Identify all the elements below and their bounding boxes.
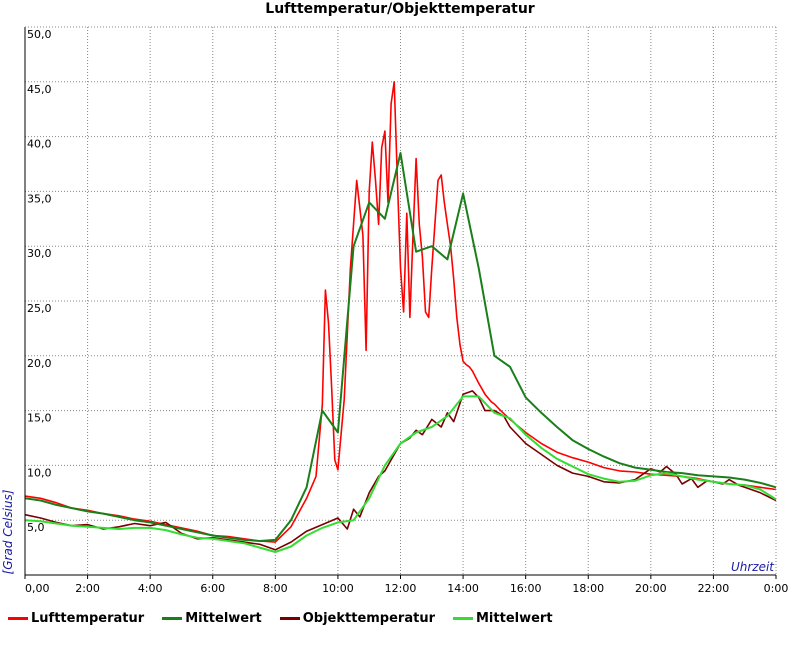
x-tick-label: 8:00 [263,582,288,595]
legend-swatch [8,616,28,620]
legend-swatch [453,616,473,620]
x-tick-label: 0:00 [764,582,789,595]
x-tick-label: 16:00 [510,582,542,595]
y-tick-label: 20,0 [27,357,52,370]
y-tick-label: 5,0 [27,521,45,534]
x-tick-label: 20:00 [635,582,667,595]
y-tick-label: 30,0 [27,247,52,260]
x-tick-label: 2:00 [75,582,100,595]
y-tick-label: 25,0 [27,302,52,315]
series-line-1 [24,152,777,542]
x-tick-label: 22:00 [698,582,730,595]
legend-item: Mittelwert [453,611,553,626]
y-tick-label: 10,0 [27,466,52,479]
legend-swatch [162,616,183,620]
legend: Lufttemperatur Mittelwert Objekttemperatur… [8,608,571,628]
x-tick-label: 0,00 [25,582,50,595]
x-axis-title: Uhrzeit [731,560,775,574]
chart-title: Lufttemperatur/Objekttemperatur [265,1,535,17]
legend-swatch [279,616,300,620]
x-tick-label: 4:00 [138,582,163,595]
y-tick-label: 40,0 [27,138,52,151]
y-axis-title: [Grad Celsius] [1,489,15,574]
legend-label: Objekttemperatur [302,610,435,626]
x-tick-label: 10:00 [322,582,354,595]
legend-label: Lufttemperatur [31,610,145,626]
grid [25,26,776,575]
legend-label: Mittelwert [476,610,553,626]
legend-item: Mittelwert [162,611,262,626]
x-tick-label: 14:00 [447,582,479,595]
y-tick-label: 45,0 [27,83,52,96]
x-tick-label: 12:00 [385,582,417,595]
series-line-3 [24,395,777,553]
legend-item: Objekttemperatur [279,610,435,626]
y-tick-label: 35,0 [27,192,52,205]
x-tick-label: 6:00 [200,582,225,595]
axes: 0,00 2:00 4:00 6:00 8:00 10:00 12:00 14:00 16:00… [24,26,789,595]
legend-item: Lufttemperatur [8,611,144,626]
series-group [24,81,777,553]
x-tick-label: 18:00 [572,582,604,595]
y-tick-label: 15,0 [27,412,52,425]
y-tick-label: 50,0 [27,28,52,41]
legend-label: Mittelwert [185,610,262,626]
